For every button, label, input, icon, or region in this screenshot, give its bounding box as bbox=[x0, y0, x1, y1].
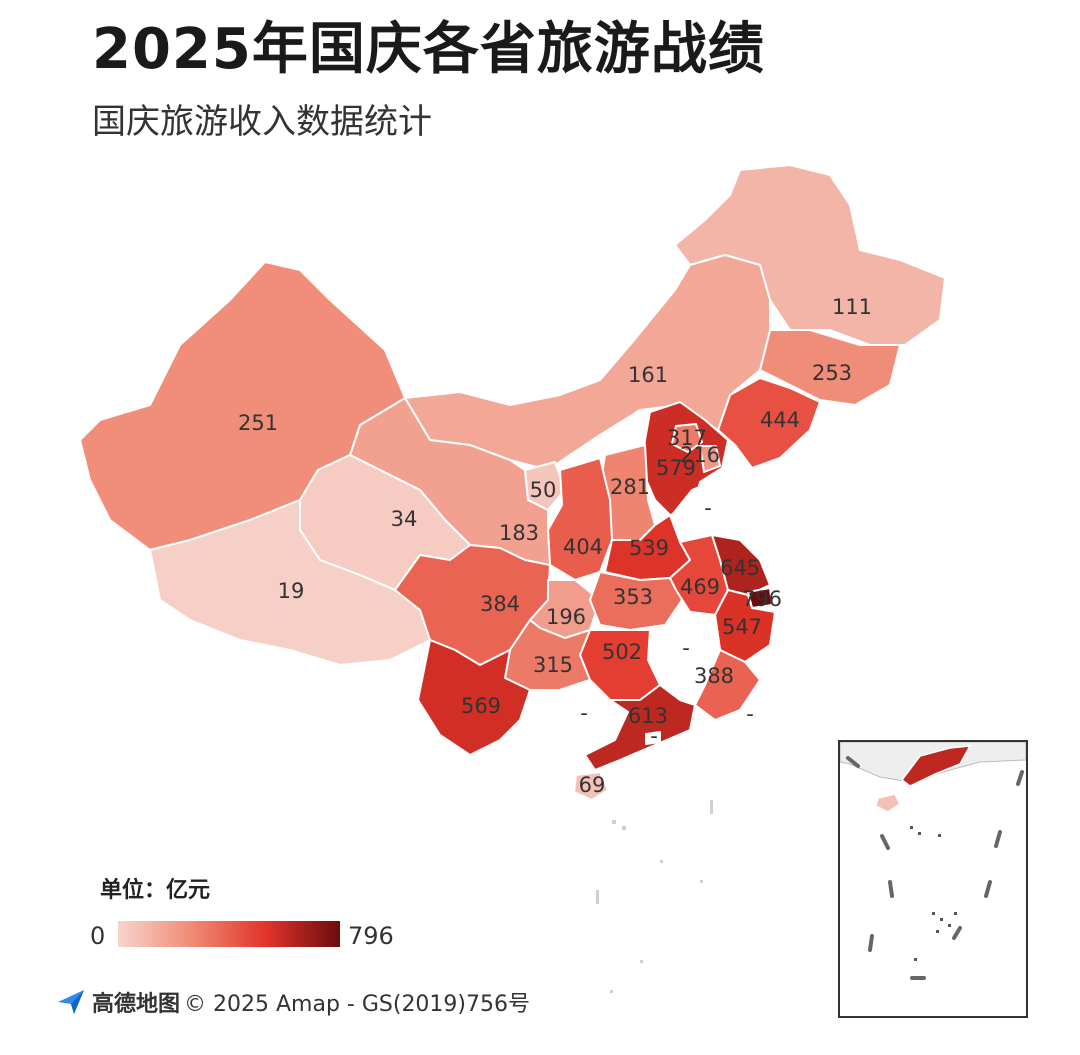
label-sichuan: 384 bbox=[480, 592, 520, 616]
label-fujian: 388 bbox=[694, 664, 734, 688]
label-jiangsu: 645 bbox=[720, 556, 760, 580]
inset-islands bbox=[910, 826, 957, 961]
inset-region-hainan bbox=[875, 793, 901, 813]
label-shanghai: 796 bbox=[742, 587, 782, 611]
amap-brand: 高德地图 bbox=[92, 992, 181, 1017]
legend-max-value: 796 bbox=[348, 922, 394, 950]
region-yunnan[interactable] bbox=[417, 639, 531, 756]
label-tianjin: 216 bbox=[680, 443, 720, 467]
south-sea-islands bbox=[596, 800, 713, 993]
region-shaanxi[interactable] bbox=[547, 457, 613, 581]
region-taiwan[interactable] bbox=[744, 689, 771, 746]
label-heilongjiang: 111 bbox=[832, 295, 872, 319]
region-hongkong[interactable] bbox=[645, 731, 661, 745]
map-subtitle: 国庆旅游收入数据统计 bbox=[92, 102, 432, 142]
amap-logo-icon bbox=[58, 990, 84, 1014]
inset-region-guangdong bbox=[900, 745, 972, 787]
label-jilin: 253 bbox=[812, 361, 852, 385]
region-heilongjiang[interactable] bbox=[674, 164, 946, 346]
label-chongqing: 196 bbox=[546, 605, 586, 629]
label-shandong: - bbox=[704, 496, 712, 520]
label-qinghai: 34 bbox=[391, 507, 418, 531]
inset-map bbox=[840, 742, 1026, 980]
region-beijing[interactable] bbox=[671, 423, 703, 453]
label-hubei: 353 bbox=[613, 585, 653, 609]
south-china-sea-inset bbox=[838, 740, 1028, 1018]
label-anhui: 469 bbox=[680, 575, 720, 599]
label-hunan: 502 bbox=[602, 640, 642, 664]
label-shanxi: 281 bbox=[610, 475, 650, 499]
legend-gradient-bar bbox=[118, 921, 340, 947]
label-guizhou: 315 bbox=[533, 653, 573, 677]
nine-dash-line bbox=[846, 756, 1024, 980]
label-ningxia: 50 bbox=[530, 478, 557, 502]
region-jilin[interactable] bbox=[759, 329, 901, 406]
label-henan: 539 bbox=[629, 536, 669, 560]
label-taiwan: - bbox=[746, 702, 754, 726]
label-liaoning: 444 bbox=[760, 408, 800, 432]
region-guangdong[interactable] bbox=[584, 684, 696, 771]
label-guangdong: 613 bbox=[628, 704, 668, 728]
label-zhejiang: 547 bbox=[722, 615, 762, 639]
label-yunnan: 569 bbox=[461, 694, 501, 718]
label-hebei: 579 bbox=[656, 456, 696, 480]
label-shaanxi: 404 bbox=[563, 535, 603, 559]
region-tianjin[interactable] bbox=[699, 445, 721, 473]
label-jiangxi: - bbox=[682, 636, 690, 660]
label-hongkong: - bbox=[650, 724, 658, 748]
map-attribution: 高德地图 © 2025 Amap - GS(2019)756号 bbox=[56, 986, 530, 1018]
label-tibet: 19 bbox=[278, 579, 305, 603]
region-fujian[interactable] bbox=[694, 649, 761, 721]
legend-min-value: 0 bbox=[90, 922, 106, 950]
label-hainan: 69 bbox=[579, 773, 606, 797]
map-title: 2025年国庆各省旅游战绩 bbox=[92, 17, 765, 82]
label-guangxi: - bbox=[580, 701, 588, 725]
amap-copyright: © 2025 Amap - GS(2019)756号 bbox=[184, 992, 531, 1017]
legend-unit: 单位：亿元 bbox=[100, 878, 211, 903]
label-beijing: 317 bbox=[667, 426, 707, 450]
label-gansu: 183 bbox=[499, 521, 539, 545]
label-xinjiang: 251 bbox=[238, 411, 278, 435]
region-hainan[interactable] bbox=[573, 771, 609, 801]
label-inner-mongolia: 161 bbox=[628, 363, 668, 387]
